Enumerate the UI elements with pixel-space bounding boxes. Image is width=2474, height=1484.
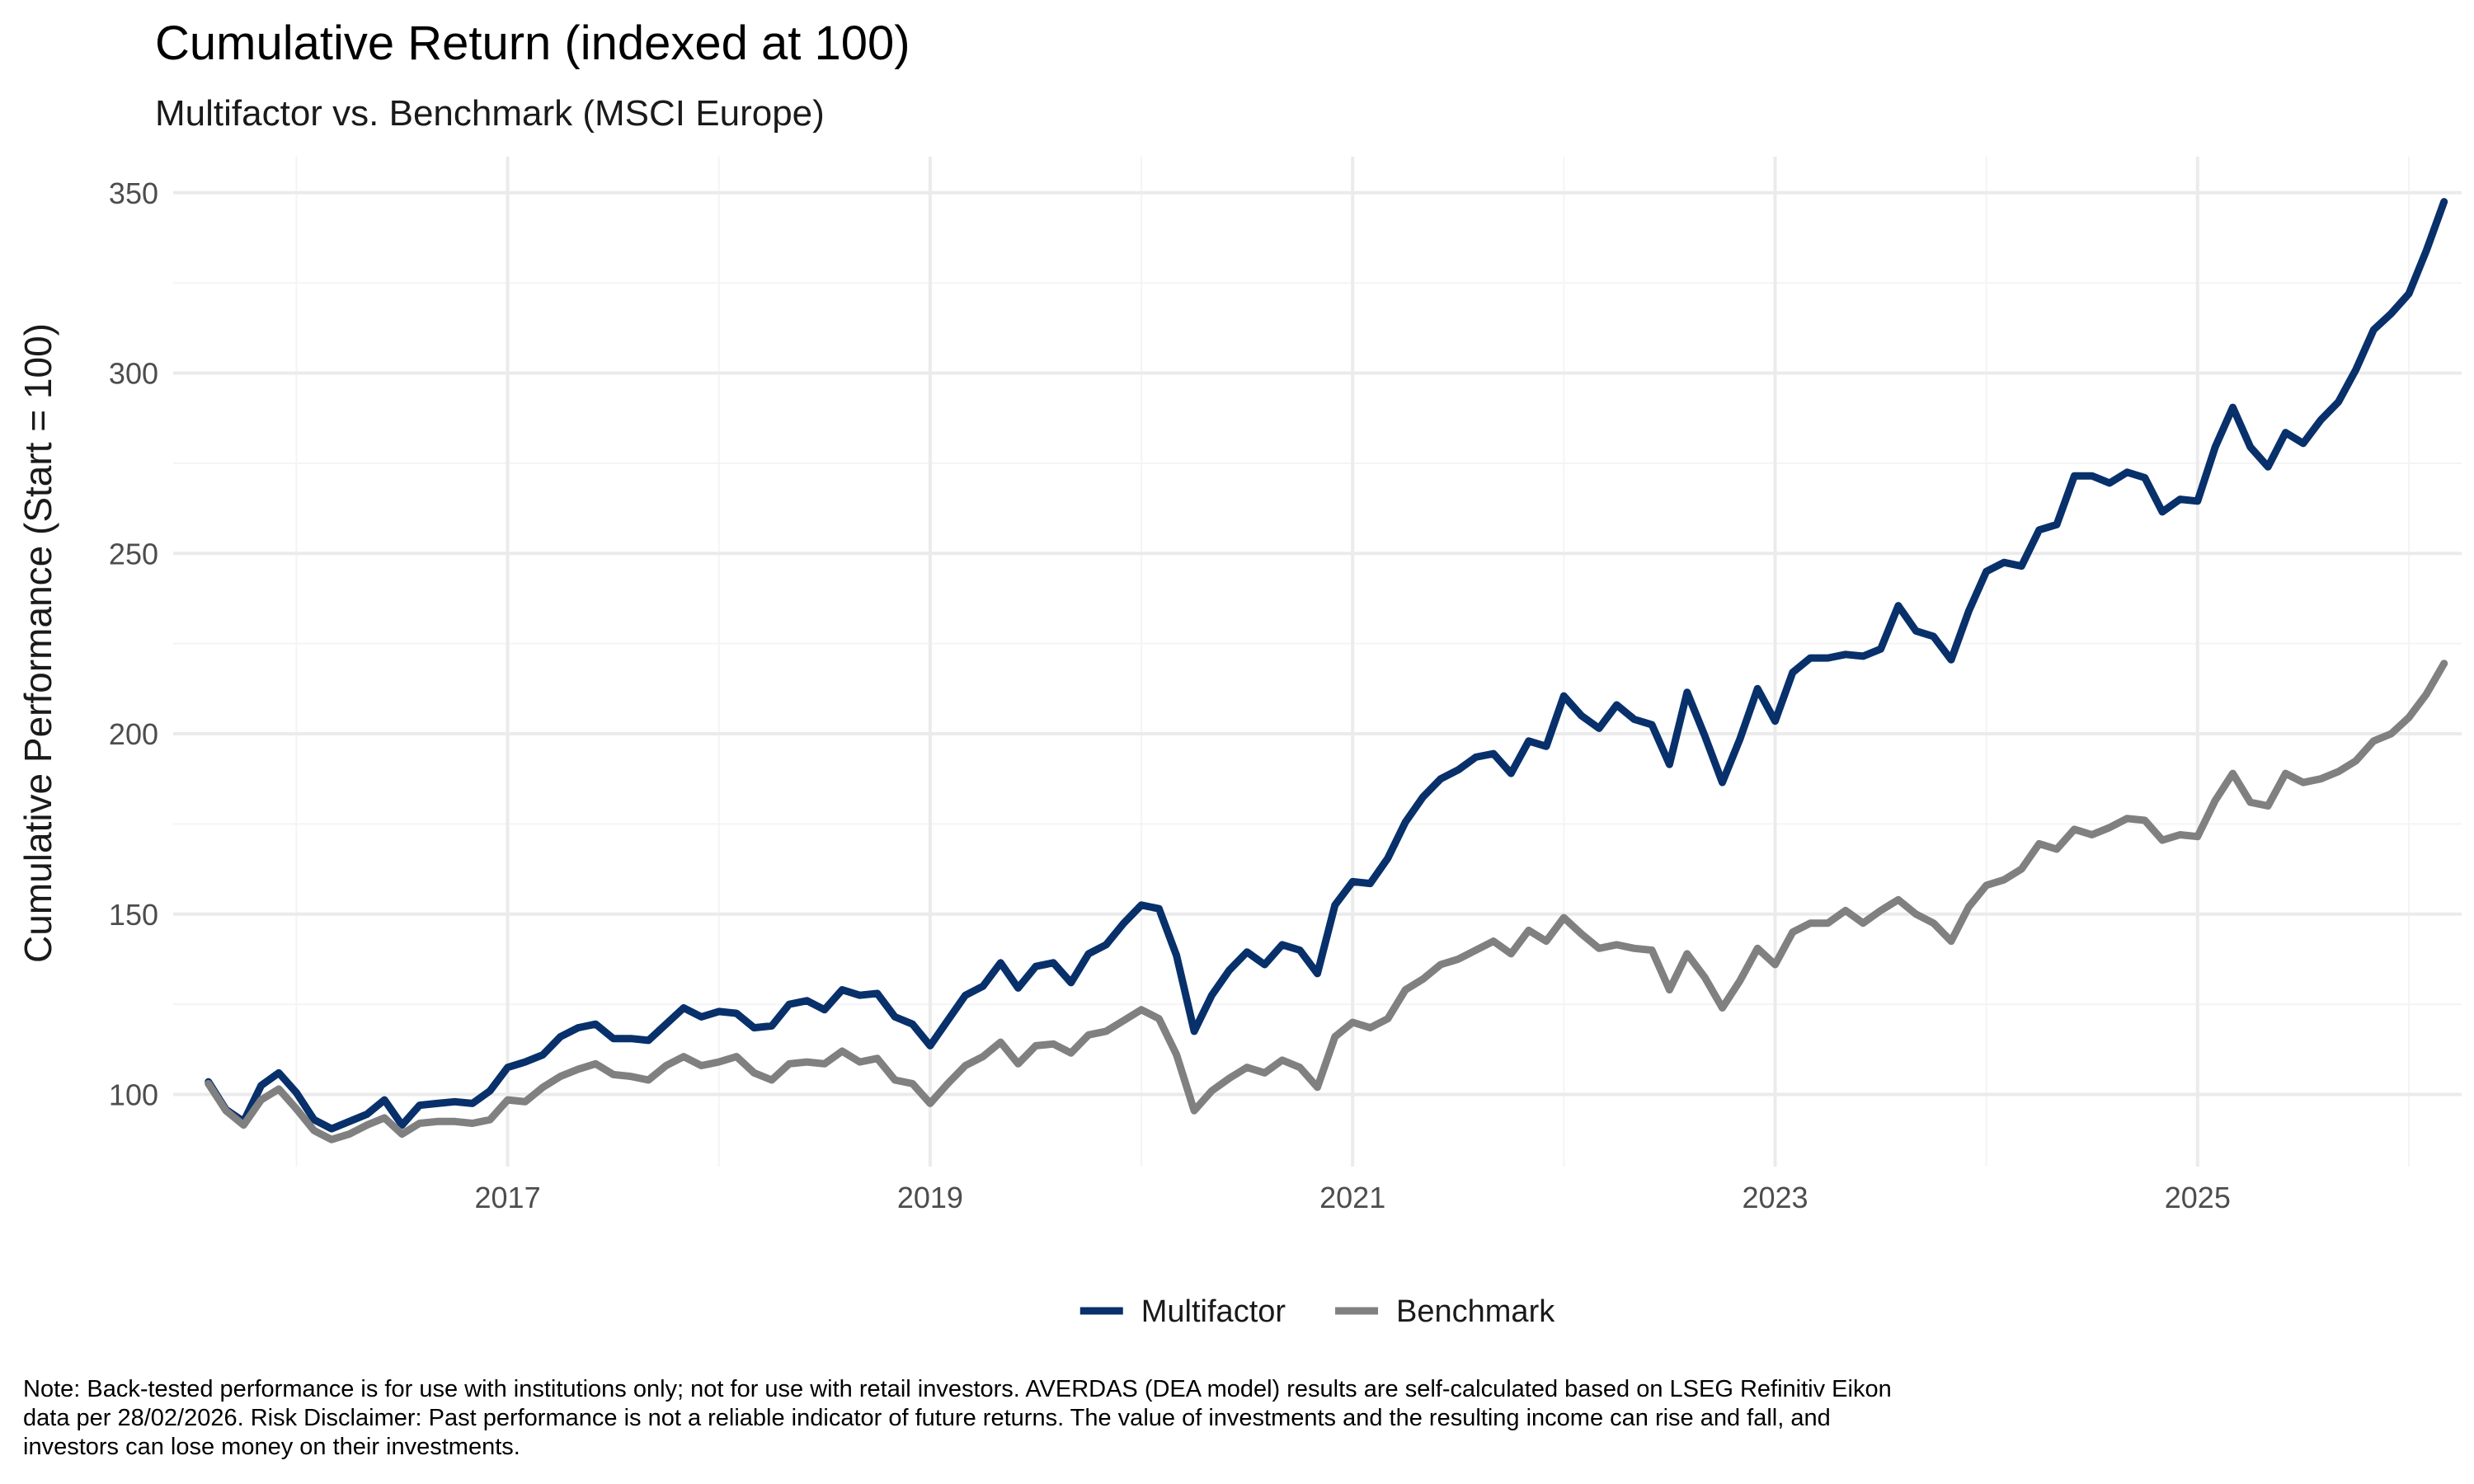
y-tick-label: 300 (109, 357, 158, 391)
disclaimer-note: Note: Back-tested performance is for use… (23, 1376, 1892, 1460)
legend-label-benchmark: Benchmark (1396, 1294, 1555, 1329)
minor-gridlines (173, 157, 2462, 1167)
series-line-multifactor (205, 198, 2448, 1133)
y-tick-label: 350 (109, 176, 158, 210)
y-tick-label: 200 (109, 717, 158, 751)
y-tick-label: 250 (109, 537, 158, 571)
chart-subtitle: Multifactor vs. Benchmark (MSCI Europe) (155, 93, 825, 134)
y-tick-label: 150 (109, 898, 158, 932)
x-tick-label: 2019 (897, 1181, 963, 1214)
y-axis-label: Cumulative Performance (Start = 100) (16, 323, 59, 963)
series-lines (205, 198, 2448, 1144)
chart-title: Cumulative Return (indexed at 100) (155, 16, 910, 70)
legend-label-multifactor: Multifactor (1141, 1294, 1286, 1329)
series-line-benchmark (205, 660, 2448, 1144)
x-tick-label: 2025 (2165, 1181, 2231, 1214)
y-axis-ticks: 100 150 200 250 300 350 (109, 176, 158, 1112)
x-axis-ticks: 2017 2019 2021 2023 2025 (475, 1181, 2231, 1214)
major-gridlines (173, 157, 2462, 1167)
legend: Multifactor Benchmark (1079, 1294, 1555, 1329)
x-tick-label: 2017 (475, 1181, 541, 1214)
y-tick-label: 100 (109, 1078, 158, 1112)
x-tick-label: 2023 (1742, 1181, 1808, 1214)
x-tick-label: 2021 (1319, 1181, 1385, 1214)
